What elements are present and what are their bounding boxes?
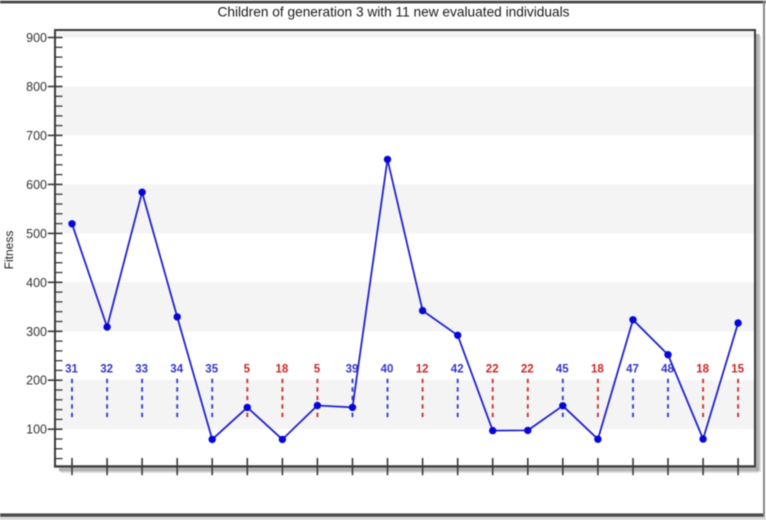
svg-text:34: 34 (170, 364, 183, 376)
svg-text:33: 33 (135, 364, 148, 376)
svg-text:Children of generation 3 with: Children of generation 3 with 11 new eva… (217, 5, 569, 20)
svg-text:48: 48 (661, 364, 674, 376)
svg-text:Fitness: Fitness (2, 231, 16, 270)
svg-text:18: 18 (591, 364, 604, 376)
svg-text:100: 100 (26, 423, 47, 437)
svg-text:5: 5 (244, 364, 251, 376)
svg-text:300: 300 (26, 325, 47, 339)
svg-text:39: 39 (346, 364, 359, 376)
svg-text:32: 32 (100, 364, 113, 376)
svg-text:40: 40 (381, 364, 394, 376)
svg-text:18: 18 (696, 364, 709, 376)
svg-text:800: 800 (26, 80, 47, 94)
svg-text:18: 18 (276, 364, 289, 376)
svg-text:45: 45 (556, 364, 569, 376)
svg-text:42: 42 (451, 364, 464, 376)
svg-text:5: 5 (314, 364, 321, 376)
svg-text:47: 47 (626, 364, 639, 376)
svg-text:12: 12 (416, 364, 429, 376)
svg-text:31: 31 (65, 364, 78, 376)
svg-text:200: 200 (26, 374, 47, 388)
svg-text:700: 700 (26, 129, 47, 143)
svg-text:600: 600 (26, 178, 47, 192)
svg-text:22: 22 (521, 364, 534, 376)
svg-text:15: 15 (731, 364, 744, 376)
svg-text:900: 900 (26, 31, 47, 45)
svg-text:22: 22 (486, 364, 499, 376)
svg-text:35: 35 (205, 364, 218, 376)
svg-text:500: 500 (26, 227, 47, 241)
svg-text:400: 400 (26, 276, 47, 290)
